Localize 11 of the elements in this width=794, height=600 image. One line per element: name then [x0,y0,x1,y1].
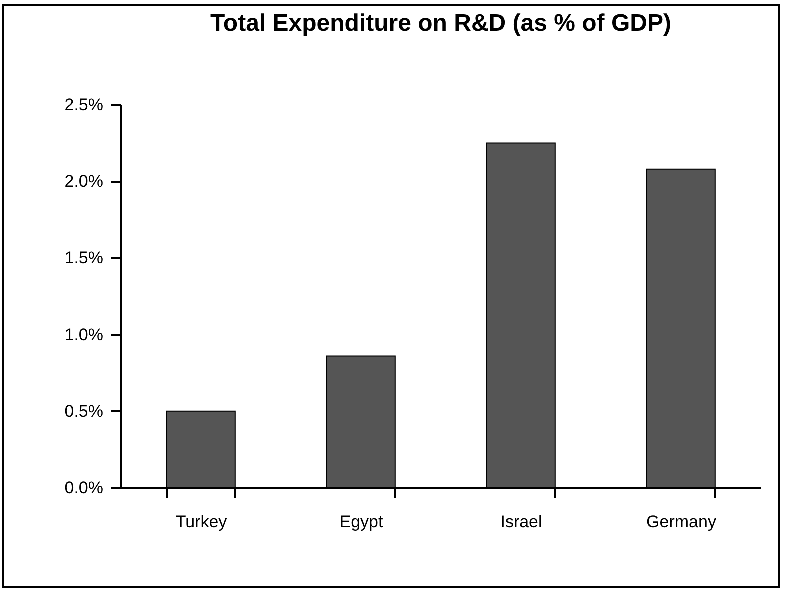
x-tick-label: Turkey [176,512,228,532]
x-tick-label: Germany [646,512,717,532]
y-tick-label: 2.5% [64,96,104,114]
y-tick-label: 0.0% [64,478,104,498]
x-tick-label: Egypt [340,512,384,532]
y-tick-label: 1.0% [64,325,104,344]
y-tick-label: 1.5% [64,248,104,268]
x-tick-label: Israel [500,512,542,532]
y-tick-label: 0.5% [64,402,104,421]
chart-title: Total Expenditure on R&D (as % of GDP) [210,10,672,37]
y-tick-label: 2.0% [64,172,104,192]
